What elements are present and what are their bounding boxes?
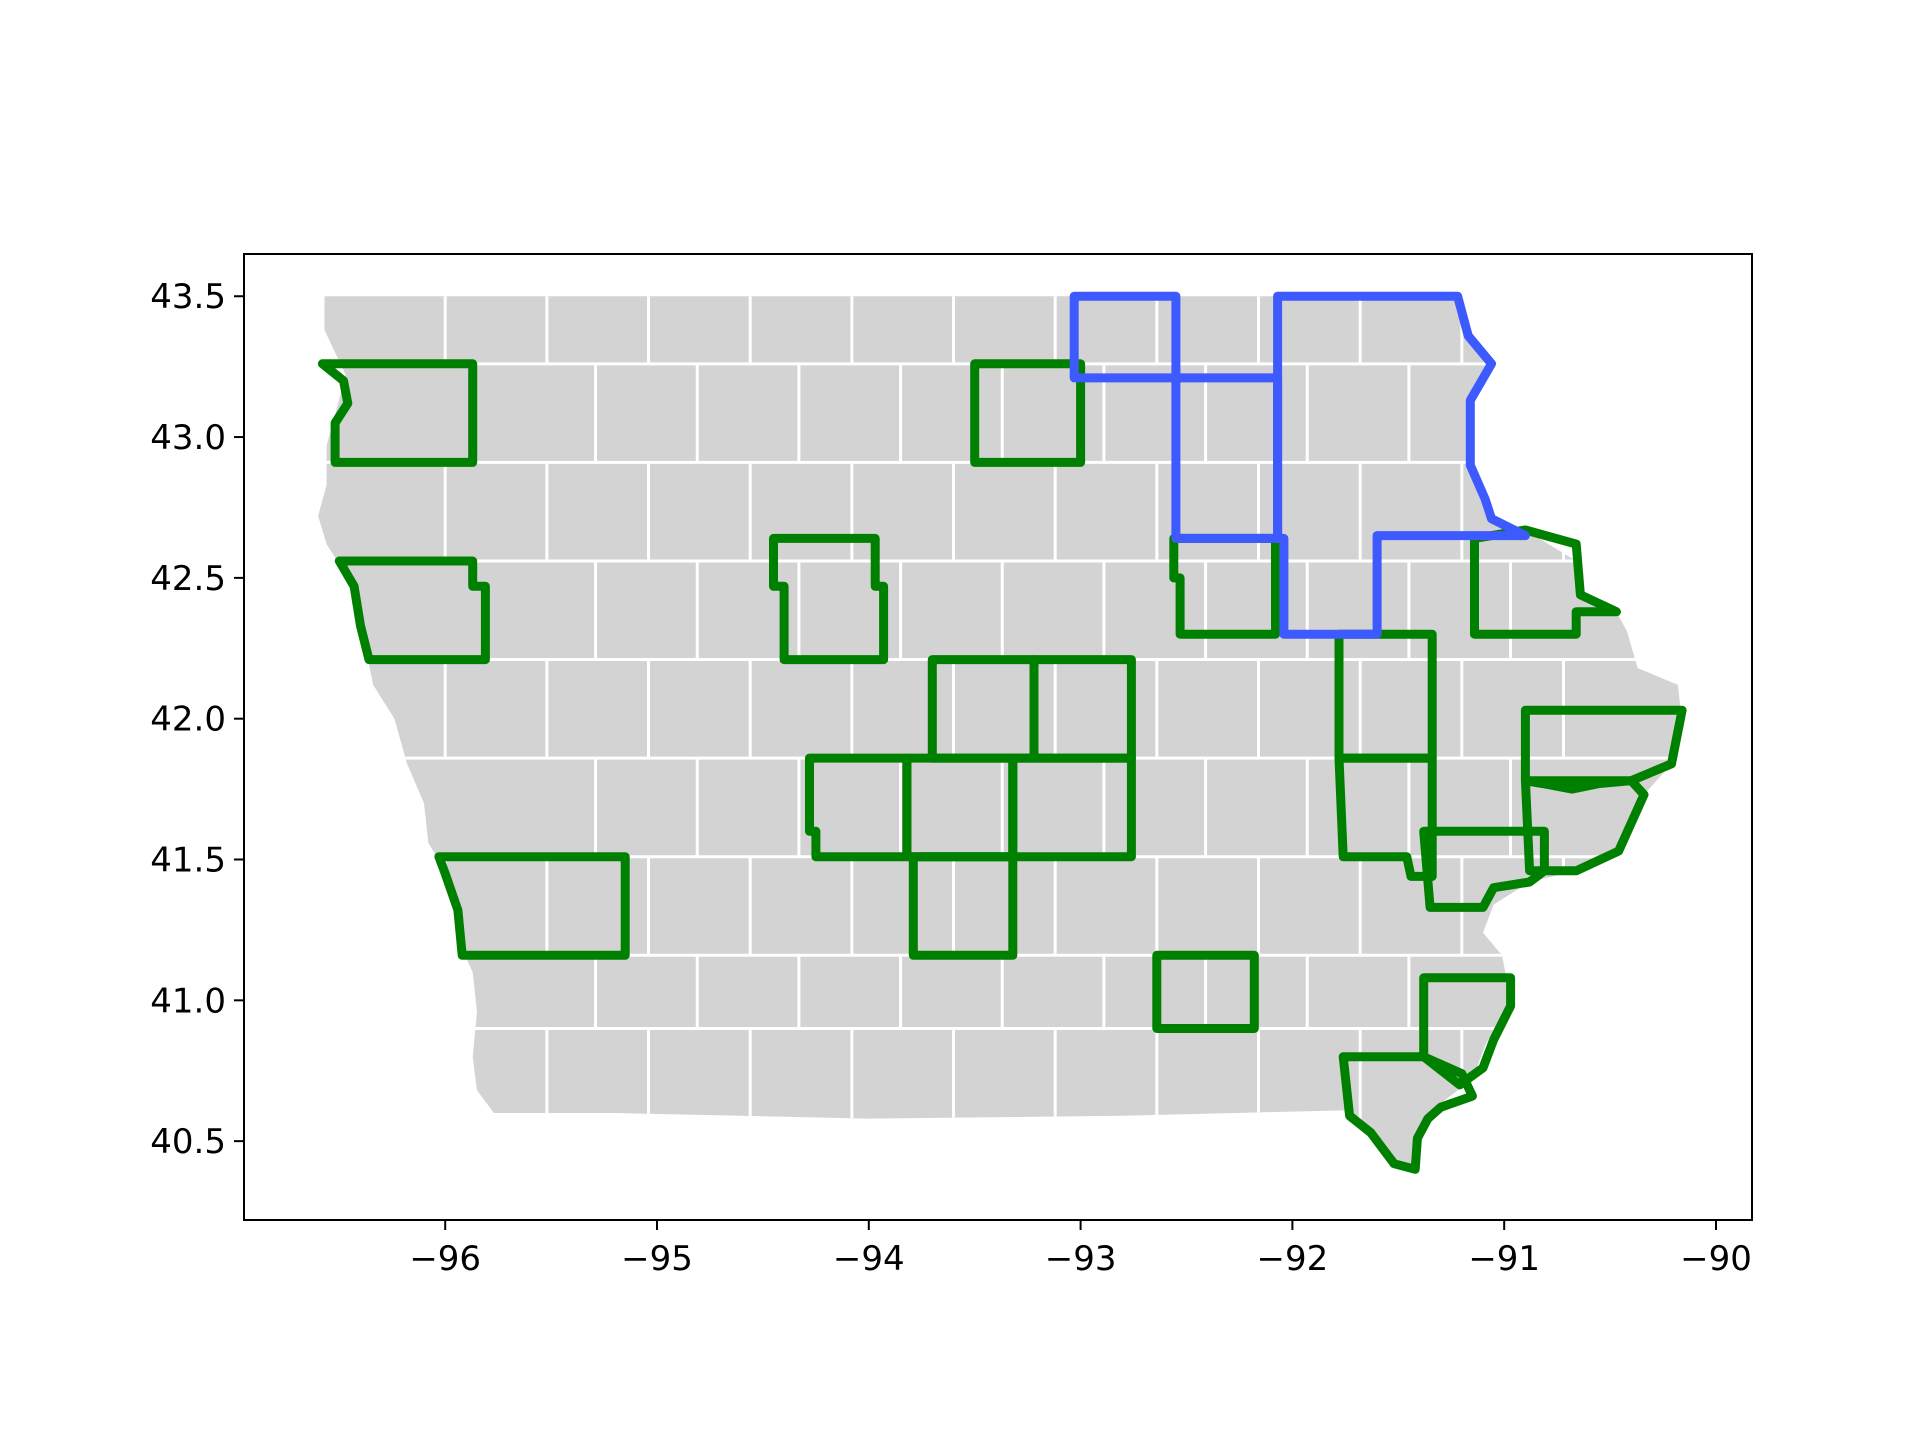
iowa-landmass [318, 296, 1683, 1170]
y-axis-ticks: 40.5 41.0 41.5 42.0 42.5 43.0 43.5 [150, 277, 244, 1162]
green-highlighted-county [1419, 826, 1549, 912]
y-tick-label: 43.5 [150, 277, 226, 317]
blue-highlighted-county [1273, 291, 1530, 639]
green-highlighted-county [1334, 753, 1437, 881]
y-tick-label: 41.5 [150, 841, 226, 881]
green-highlighted-county [769, 533, 889, 665]
axes-frame [243, 253, 1753, 1221]
x-tick-label: −93 [1045, 1239, 1117, 1279]
green-highlighted-county [908, 852, 1018, 960]
x-tick-label: −91 [1468, 1239, 1540, 1279]
x-tick-label: −96 [409, 1239, 481, 1279]
green-highlighted-county [317, 359, 478, 467]
x-tick-label: −95 [621, 1239, 693, 1279]
y-tick-label: 41.0 [150, 981, 226, 1021]
y-tick-label: 42.0 [150, 700, 226, 740]
green-highlighted-county [334, 556, 490, 665]
x-axis-ticks: −96 −95 −94 −93 −92 −91 −90 [409, 1220, 1752, 1279]
highlighted-counties-layer [317, 291, 1687, 1174]
green-highlighted-county [970, 359, 1086, 467]
x-tick-label: −92 [1257, 1239, 1329, 1279]
y-tick-label: 43.0 [150, 418, 226, 458]
green-highlighted-county [434, 852, 630, 960]
green-highlighted-county [1152, 950, 1259, 1033]
x-tick-label: −94 [833, 1239, 905, 1279]
y-tick-label: 40.5 [150, 1122, 226, 1162]
y-tick-label: 42.5 [150, 559, 226, 599]
green-highlighted-county [1470, 525, 1621, 639]
x-tick-label: −90 [1680, 1239, 1752, 1279]
green-highlighted-county [1008, 753, 1136, 862]
green-highlighted-county [1520, 776, 1649, 876]
green-highlighted-county [1338, 1052, 1477, 1174]
land-layer [318, 296, 1683, 1170]
